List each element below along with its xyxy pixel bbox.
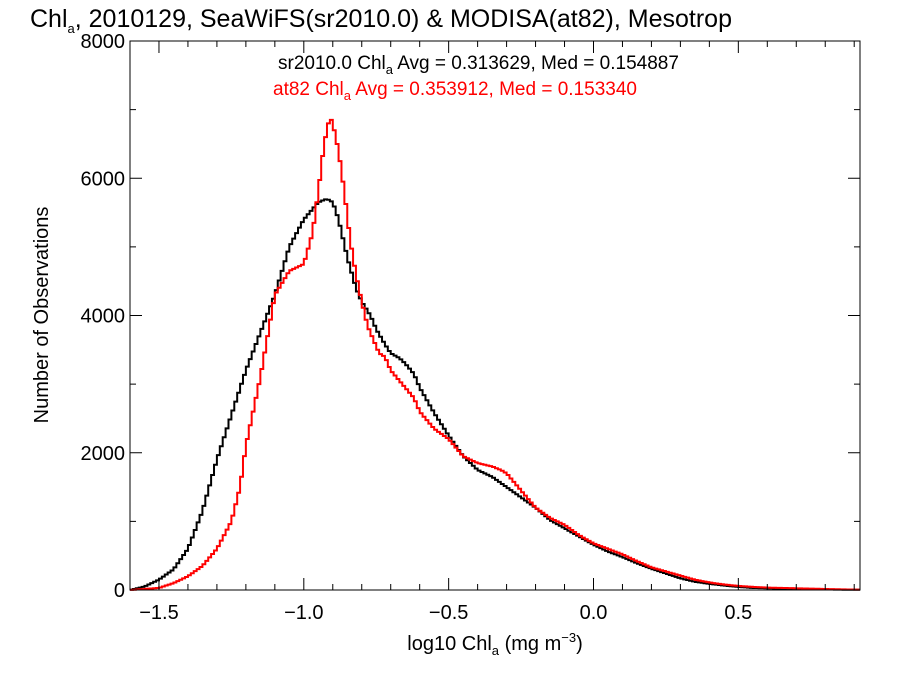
x-tick-label: −1.0	[284, 602, 323, 624]
x-tick-label: −0.5	[429, 602, 468, 624]
y-tick-label: 0	[114, 580, 125, 602]
y-tick-label: 2000	[81, 443, 126, 465]
series-layer	[130, 118, 860, 591]
x-axis-label: log10 Chla (mg m−3)	[407, 630, 582, 658]
histogram-series-0	[130, 198, 860, 591]
y-axis-label: Number of Observations	[31, 207, 53, 424]
tick-marks	[130, 40, 860, 591]
x-tick-label: −1.5	[139, 602, 178, 624]
legend-at82-stats: at82 Chla Avg = 0.353912, Med = 0.153340	[273, 79, 637, 103]
y-tick-label: 6000	[81, 168, 126, 190]
x-tick-label: 0.5	[724, 602, 752, 624]
y-tick-label: 8000	[81, 31, 126, 53]
x-tick-label: 0.0	[580, 602, 608, 624]
histogram-series-1	[130, 118, 860, 591]
chart-title: Chla, 2010129, SeaWiFS(sr2010.0) & MODIS…	[30, 5, 732, 36]
y-tick-label: 4000	[81, 306, 126, 328]
plot-frame	[129, 40, 861, 591]
legend-sr2010-stats: sr2010.0 Chla Avg = 0.313629, Med = 0.15…	[278, 53, 679, 77]
